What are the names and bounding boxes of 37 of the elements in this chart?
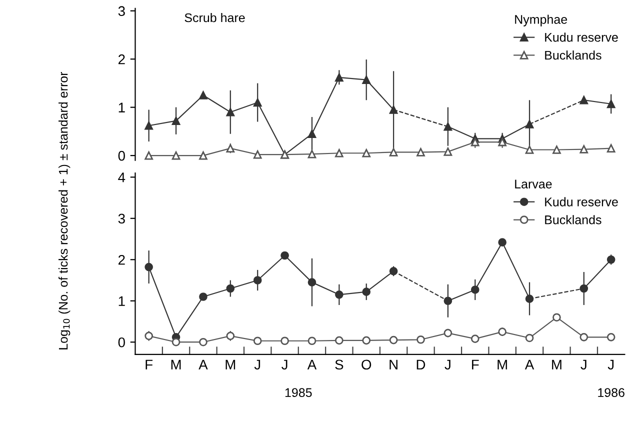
y-tick-label: 3	[118, 214, 125, 224]
x-tick-label: J	[608, 360, 614, 370]
legend-title: Larvae	[515, 180, 552, 188]
x-tick-label: A	[307, 360, 317, 370]
chart-title: Scrub hare	[184, 13, 245, 22]
x-tick-label: O	[362, 360, 372, 370]
x-tick-label: M	[552, 360, 562, 370]
x-tick-label: S	[335, 360, 344, 370]
text: 1985	[285, 388, 312, 397]
y-tick-label: 4	[118, 172, 126, 182]
x-tick-label: A	[524, 360, 534, 370]
x-tick-label: A	[198, 360, 208, 370]
y-tick-label: 2	[118, 254, 125, 265]
legend-label: Kudu reserve	[545, 197, 618, 206]
legend-label: Bucklands	[545, 215, 602, 224]
x-tick-label: D	[416, 360, 426, 370]
x-tick-label: J	[254, 360, 260, 370]
x-tick-label: F	[146, 360, 153, 370]
y-tick-label: 0	[118, 337, 125, 348]
y-tick-label: 3	[118, 6, 125, 16]
y-axis-title: Log$_{10}$ (No. of ticks recovered + 1) ± standard error	[58, 72, 70, 350]
y-tick-label: 2	[118, 54, 125, 64]
x-tick-label: J	[444, 360, 450, 370]
legend-title: Nymphae	[515, 14, 568, 26]
legend-label: Kudu reserve	[545, 32, 618, 42]
x-tick-label: J	[580, 360, 586, 370]
y-tick-label: 0	[118, 150, 125, 161]
y-tick-label: 1	[118, 296, 125, 306]
y-tick-label: 1	[118, 102, 125, 112]
x-tick-label: M	[171, 360, 181, 370]
x-tick-label: J	[282, 360, 288, 370]
text: 1986	[598, 388, 624, 397]
x-tick-label: M	[498, 360, 507, 370]
x-tick-label: M	[226, 360, 236, 370]
x-tick-label: F	[472, 360, 479, 370]
x-tick-label: N	[390, 360, 398, 370]
legend-label: Bucklands	[545, 50, 602, 60]
